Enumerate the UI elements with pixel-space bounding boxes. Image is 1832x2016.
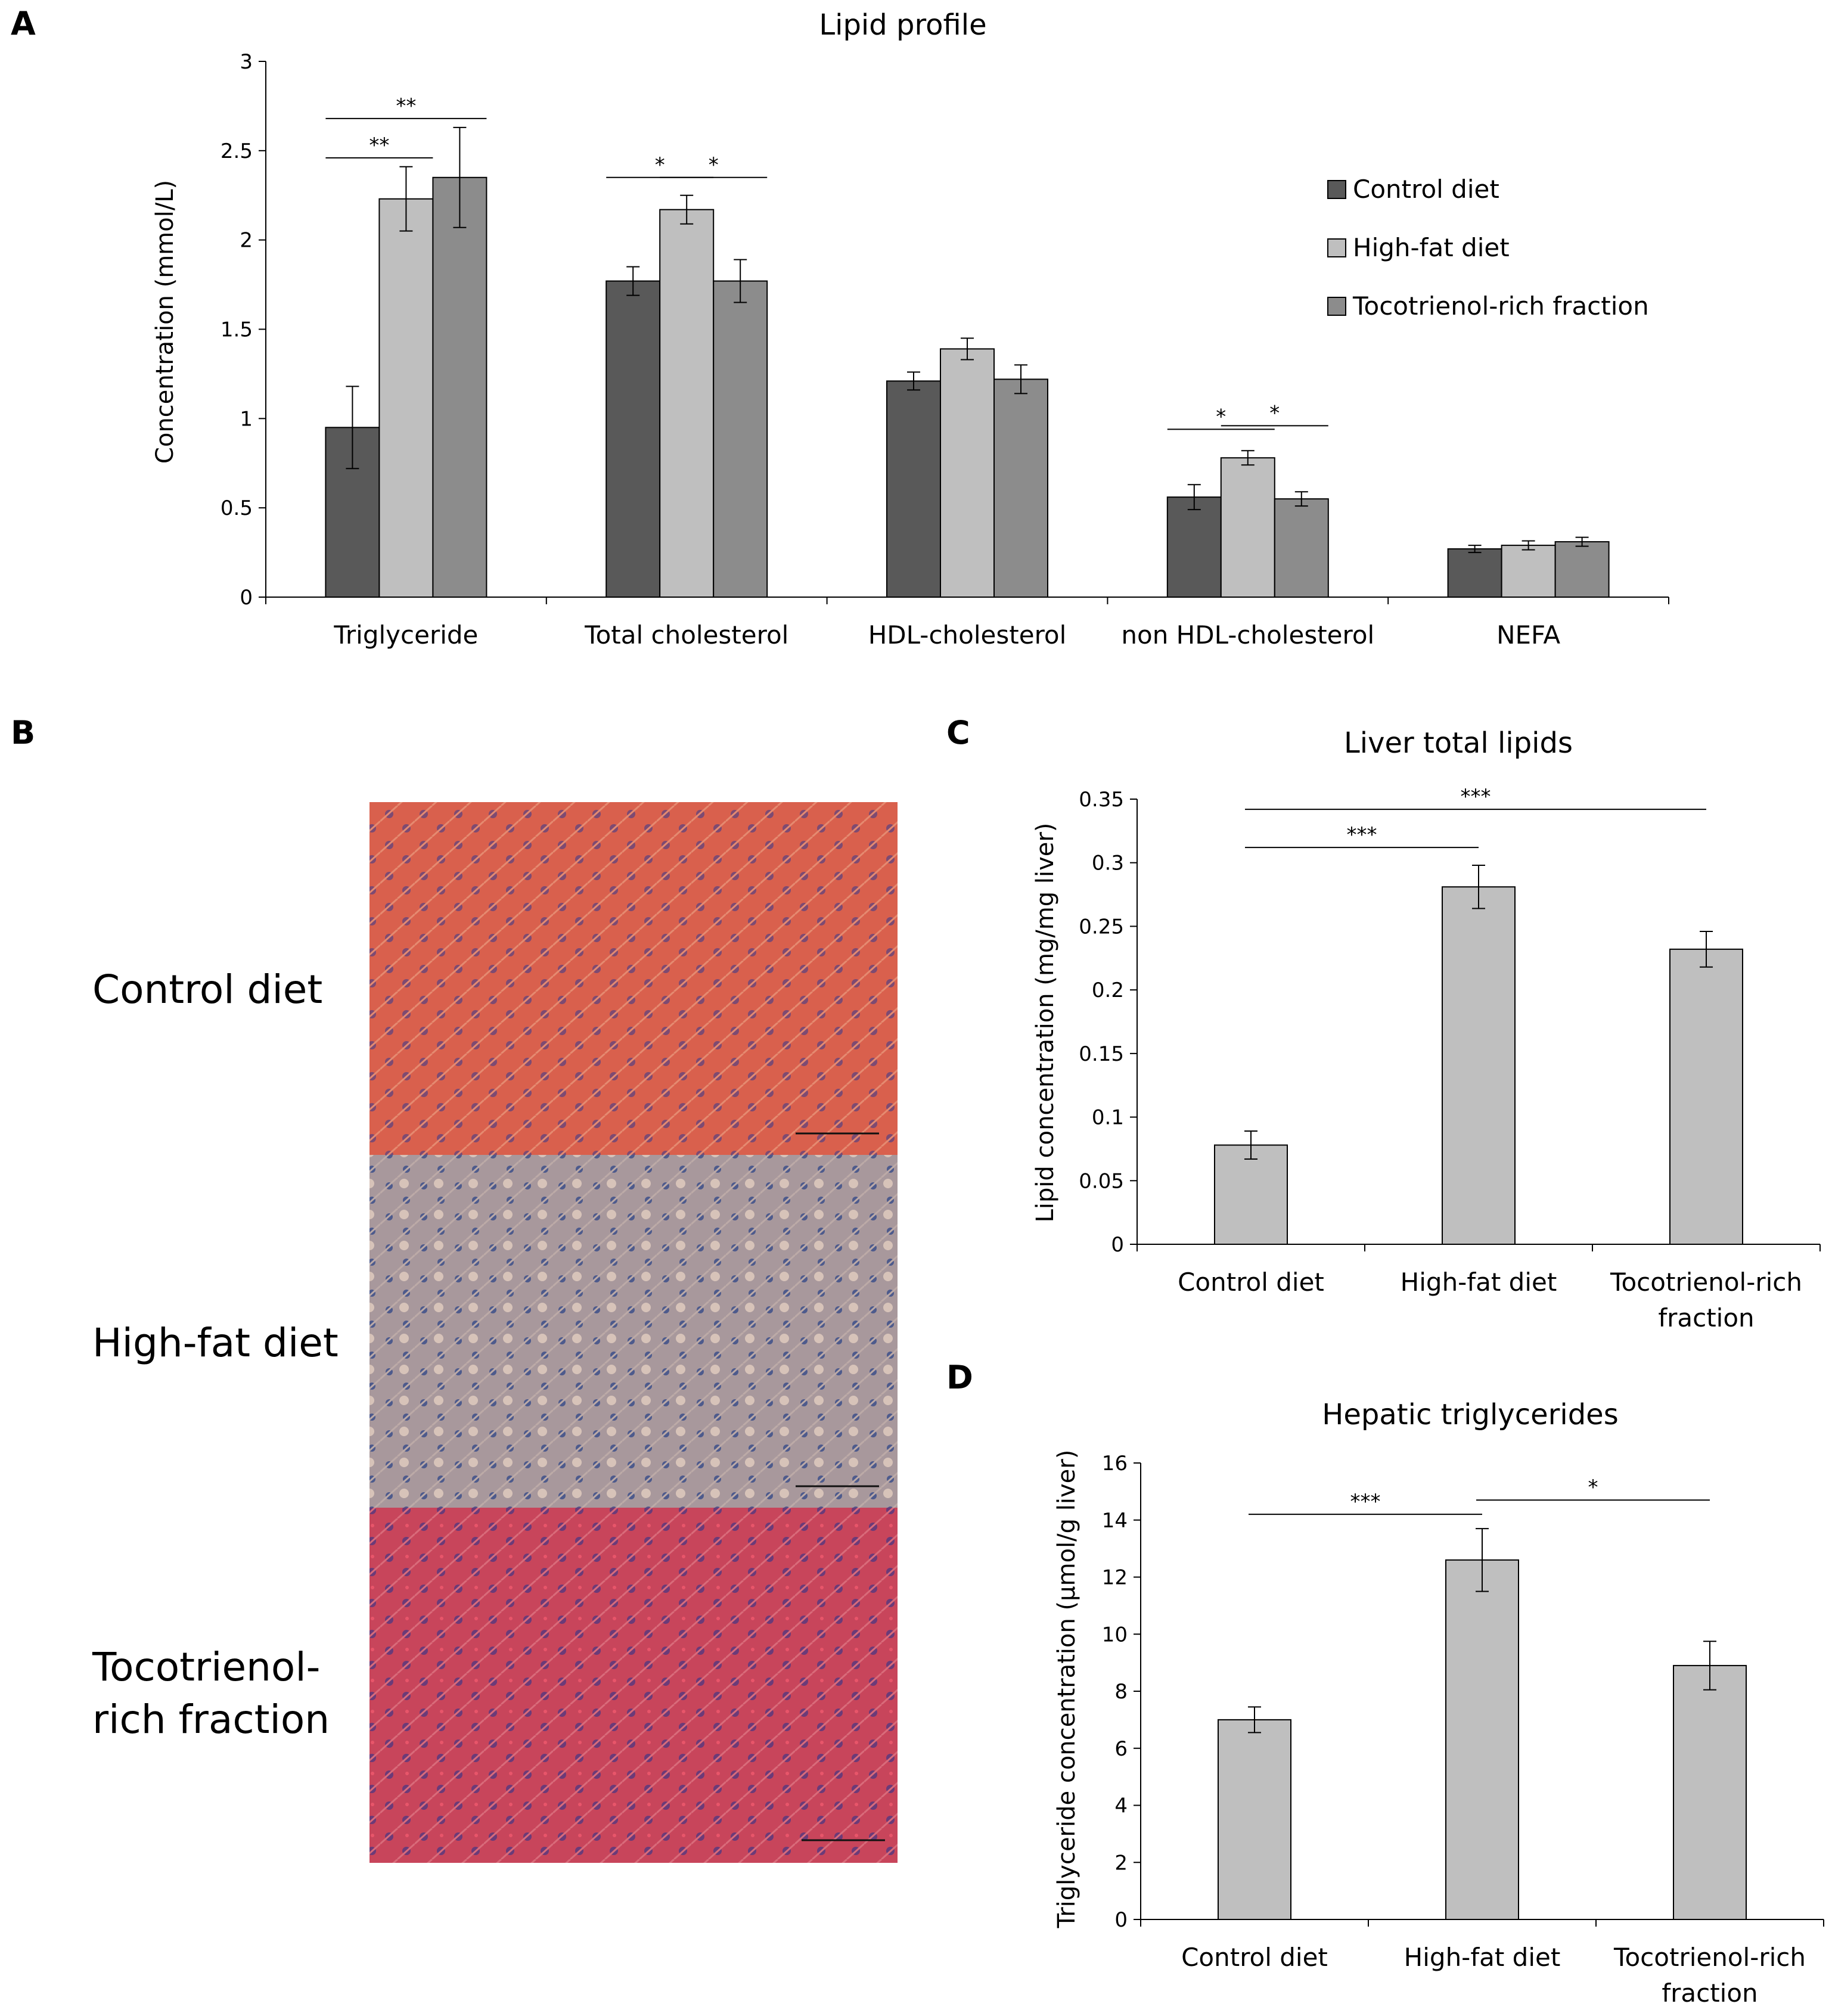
histology-label-tocotrienol-line2: rich fraction <box>92 1697 330 1742</box>
bar-non-hdl-cholesterol-control-diet <box>1166 496 1222 598</box>
chart-a-title: Lipid profile <box>819 8 986 42</box>
chart-liver-total-lipids: Liver total lipids Lipid concentration (… <box>1032 726 1821 1332</box>
bar-hdl-cholesterol-control-diet <box>886 380 941 598</box>
legend-label-high-fat-diet: High-fat diet <box>1353 233 1510 262</box>
chart-d-y-tick-label: 12 <box>1102 1566 1128 1590</box>
chart-a-y-tick-label: 0 <box>240 586 253 610</box>
bar-non-hdl-cholesterol-high-fat-diet <box>1220 457 1275 598</box>
bar-total-cholesterol-tocotrienol-rich-fraction <box>713 280 768 598</box>
chart-c-y-tick-label: 0.1 <box>1092 1106 1124 1130</box>
chart-d-category-label-tocotrienol-rich-fraction: Tocotrienol-rich <box>1613 1943 1806 1972</box>
chart-d-category-label-high-fat-diet: High-fat diet <box>1404 1943 1561 1972</box>
legend-label-tocotrienol-rich-fraction: Tocotrienol-rich fraction <box>1352 291 1649 321</box>
chart-c-y-tick-label: 0.25 <box>1079 915 1124 939</box>
bar-total-cholesterol-control-diet <box>606 280 661 598</box>
histology-image-high-fat-diet <box>369 1155 898 1508</box>
chart-c-y-tick-label: 0.05 <box>1079 1169 1124 1193</box>
chart-c-title: Liver total lipids <box>1344 726 1573 760</box>
chart-a-y-tick-label: 2.5 <box>221 139 253 163</box>
chart-c-y-tick-label: 0.2 <box>1092 979 1124 1002</box>
chart-a-significance-4-label: * <box>1216 405 1226 428</box>
panel-letter-c: C <box>946 714 970 751</box>
chart-d-y-tick-label: 0 <box>1114 1908 1128 1932</box>
chart-a-plot-area: 0 0.5 1 1.5 2 2.5 3 Triglyceride Total cholester… <box>221 50 1669 650</box>
chart-c-category-label-tocotrienol-rich-fraction: Tocotrienol-rich <box>1610 1268 1802 1297</box>
bar-nefa-tocotrienol-rich-fraction <box>1554 541 1610 598</box>
chart-lipid-profile: Lipid profile Concentration (mmol/L) 0 0.… <box>151 8 1669 650</box>
category-label-hdl-cholesterol: HDL-cholesterol <box>868 620 1067 650</box>
chart-a-significance-0-label: ** <box>396 94 416 118</box>
histology-label-control-diet: Control diet <box>92 967 322 1012</box>
chart-d-y-axis-label: Triglyceride concentration (µmol/g liver… <box>1053 1450 1080 1929</box>
category-label-non-hdl-cholesterol: non HDL-cholesterol <box>1121 620 1374 650</box>
bar-hdl-cholesterol-tocotrienol-rich-fraction <box>993 378 1048 598</box>
chart-a-y-tick-label: 2 <box>240 229 253 253</box>
bar-nefa-control-diet <box>1447 548 1502 598</box>
chart-c-y-tick-label: 0.35 <box>1079 788 1124 812</box>
chart-a-y-tick-label: 0.5 <box>221 496 253 520</box>
histology-label-tocotrienol-line1: Tocotrienol- <box>92 1644 320 1690</box>
chart-c-category-label-tocotrienol-rich-fraction-line2: fraction <box>1658 1303 1754 1332</box>
chart-d-y-tick-label: 4 <box>1114 1794 1128 1818</box>
chart-a-y-tick-label: 1 <box>240 407 253 431</box>
legend-swatch-high-fat-diet <box>1327 238 1346 257</box>
chart-c-y-tick-label: 0.3 <box>1092 852 1124 875</box>
chart-a-significance-2-label: * <box>655 153 665 177</box>
category-label-nefa: NEFA <box>1496 620 1560 650</box>
histology-panel: Control diet High-fat diet Tocotrienol- … <box>92 802 898 1863</box>
chart-c-bar-tocotrienol-rich-fraction <box>1669 948 1743 1245</box>
chart-d-plot-area: 0 2 4 6 8 10 12 14 16 Control diet High-fat diet To… <box>1102 1452 1824 2008</box>
chart-c-bar-high-fat-diet <box>1442 886 1516 1245</box>
chart-d-y-tick-label: 2 <box>1114 1851 1128 1875</box>
chart-a-y-tick-label: 1.5 <box>221 318 253 342</box>
chart-c-y-tick-label: 0.15 <box>1079 1042 1124 1066</box>
histology-image-tocotrienol-rich-fraction <box>369 1508 898 1863</box>
chart-d-y-tick-label: 16 <box>1102 1452 1128 1475</box>
chart-c-significance-0-label: *** <box>1347 823 1377 847</box>
chart-d-category-label-control-diet: Control diet <box>1181 1943 1328 1972</box>
chart-a-y-axis-label: Concentration (mmol/L) <box>151 180 179 464</box>
bar-nefa-high-fat-diet <box>1501 545 1556 598</box>
chart-d-significance-1-label: * <box>1588 1475 1598 1499</box>
chart-d-title: Hepatic triglycerides <box>1322 1398 1618 1431</box>
histology-label-high-fat-diet: High-fat diet <box>92 1320 339 1366</box>
legend-label-control-diet: Control diet <box>1353 175 1499 204</box>
chart-d-y-tick-label: 10 <box>1102 1623 1128 1647</box>
chart-c-y-axis-label: Lipid concentration (mg/mg liver) <box>1032 823 1059 1223</box>
category-label-triglyceride: Triglyceride <box>333 620 478 650</box>
chart-a-y-tick-label: 3 <box>240 50 253 74</box>
bar-triglyceride-high-fat-diet <box>378 198 434 598</box>
chart-d-category-label-tocotrienol-rich-fraction-line2: fraction <box>1662 1978 1758 2008</box>
chart-d-y-tick-label: 6 <box>1114 1737 1128 1761</box>
category-label-total-cholesterol: Total cholesterol <box>584 620 788 650</box>
chart-d-y-tick-label: 8 <box>1114 1680 1128 1704</box>
panel-letter-b: B <box>11 714 35 751</box>
bar-hdl-cholesterol-high-fat-diet <box>940 348 995 598</box>
chart-d-y-tick-label: 14 <box>1102 1509 1128 1533</box>
legend-swatch-tocotrienol-rich-fraction <box>1327 297 1346 316</box>
bar-triglyceride-tocotrienol-rich-fraction <box>432 176 488 598</box>
chart-c-plot-area: 0 0.05 0.1 0.15 0.2 0.25 0.3 0.35 Control diet Hi… <box>1079 785 1821 1332</box>
chart-c-significance-1-label: *** <box>1461 785 1491 809</box>
chart-a-significance-5-label: * <box>1269 401 1280 425</box>
chart-d-bar-tocotrienol-rich-fraction <box>1673 1664 1747 1921</box>
chart-c-bar-control-diet <box>1214 1144 1288 1245</box>
chart-d-significance-0-label: *** <box>1350 1490 1381 1514</box>
legend-swatch-control-diet <box>1327 180 1346 199</box>
chart-hepatic-triglycerides: Hepatic triglycerides Triglyceride conce… <box>1053 1398 1824 2008</box>
bar-non-hdl-cholesterol-tocotrienol-rich-fraction <box>1274 498 1329 598</box>
panel-letter-a: A <box>11 5 36 42</box>
panel-letter-d: D <box>946 1359 973 1396</box>
chart-d-bar-high-fat-diet <box>1445 1559 1519 1920</box>
chart-a-significance-1-label: ** <box>369 133 389 157</box>
bar-total-cholesterol-high-fat-diet <box>659 209 715 598</box>
chart-a-legend: Control diet High-fat diet Tocotrienol-r… <box>1327 175 1649 321</box>
chart-c-category-label-control-diet: Control diet <box>1178 1268 1324 1297</box>
chart-c-category-label-high-fat-diet: High-fat diet <box>1401 1268 1557 1297</box>
chart-d-bar-control-diet <box>1218 1719 1291 1920</box>
chart-a-significance-3-label: * <box>709 153 719 177</box>
chart-c-y-tick-label: 0 <box>1111 1233 1124 1257</box>
histology-image-control-diet <box>369 802 898 1155</box>
